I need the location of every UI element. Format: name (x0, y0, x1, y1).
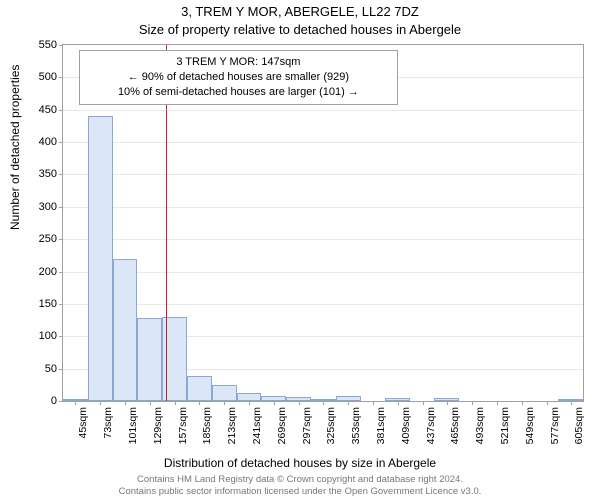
ytick-mark (59, 45, 63, 46)
xtick-mark (224, 401, 225, 405)
ytick-label: 100 (39, 330, 57, 342)
ytick-label: 50 (45, 363, 57, 375)
xtick-label: 325sqm (325, 407, 337, 444)
ytick-mark (59, 207, 63, 208)
gridline (63, 110, 583, 111)
gridline (63, 174, 583, 175)
gridline (63, 207, 583, 208)
xtick-label: 45sqm (77, 407, 89, 439)
xtick-label: 409sqm (400, 407, 412, 444)
histogram-bar (434, 398, 459, 401)
xtick-mark (497, 401, 498, 405)
xtick-mark (472, 401, 473, 405)
ytick-label: 400 (39, 136, 57, 148)
ytick-mark (59, 401, 63, 402)
footer-line-1: Contains HM Land Registry data © Crown c… (0, 474, 600, 486)
ytick-mark (59, 239, 63, 240)
ytick-label: 150 (39, 298, 57, 310)
histogram-bar (311, 399, 336, 401)
xtick-mark (175, 401, 176, 405)
annotation-line: 10% of semi-detached houses are larger (… (88, 85, 390, 100)
xtick-label: 521sqm (499, 407, 511, 444)
ytick-mark (59, 174, 63, 175)
ytick-mark (59, 369, 63, 370)
gridline (63, 304, 583, 305)
xtick-mark (547, 401, 548, 405)
xtick-label: 185sqm (201, 407, 213, 444)
gridline (63, 239, 583, 240)
xtick-mark (447, 401, 448, 405)
ytick-mark (59, 304, 63, 305)
ytick-mark (59, 142, 63, 143)
histogram-bar (286, 397, 311, 401)
ytick-mark (59, 77, 63, 78)
xtick-label: 437sqm (425, 407, 437, 444)
xtick-label: 157sqm (177, 407, 189, 444)
ytick-label: 450 (39, 104, 57, 116)
xtick-mark (249, 401, 250, 405)
histogram-bar (212, 385, 237, 401)
ytick-mark (59, 272, 63, 273)
xtick-label: 269sqm (276, 407, 288, 444)
xtick-mark (323, 401, 324, 405)
xtick-label: 577sqm (549, 407, 561, 444)
footer-line-2: Contains public sector information licen… (0, 486, 600, 498)
xtick-label: 549sqm (524, 407, 536, 444)
histogram-bar (63, 399, 88, 401)
y-axis-label: Number of detached properties (8, 65, 22, 230)
annotation-line: 3 TREM Y MOR: 147sqm (88, 55, 390, 70)
gridline (63, 142, 583, 143)
xtick-label: 493sqm (474, 407, 486, 444)
chart-plot-area: 05010015020025030035040045050055045sqm73… (62, 44, 584, 402)
histogram-bar (137, 318, 162, 401)
xtick-mark (373, 401, 374, 405)
histogram-bar (187, 376, 212, 401)
xtick-mark (150, 401, 151, 405)
footer-attribution: Contains HM Land Registry data © Crown c… (0, 474, 600, 498)
xtick-mark (199, 401, 200, 405)
xtick-mark (75, 401, 76, 405)
gridline (63, 272, 583, 273)
histogram-bar (88, 116, 113, 401)
xtick-mark (348, 401, 349, 405)
xtick-label: 213sqm (226, 407, 238, 444)
ytick-label: 250 (39, 233, 57, 245)
xtick-mark (423, 401, 424, 405)
xtick-label: 101sqm (127, 407, 139, 444)
histogram-bar (113, 259, 138, 401)
page-subtitle: Size of property relative to detached ho… (0, 22, 600, 37)
ytick-label: 350 (39, 168, 57, 180)
histogram-bar (336, 396, 361, 401)
xtick-mark (274, 401, 275, 405)
histogram-bar (237, 393, 262, 401)
xtick-label: 129sqm (152, 407, 164, 444)
annotation-box: 3 TREM Y MOR: 147sqm← 90% of detached ho… (79, 50, 399, 105)
histogram-bar (558, 399, 583, 401)
xtick-label: 297sqm (301, 407, 313, 444)
xtick-label: 241sqm (251, 407, 263, 444)
ytick-label: 300 (39, 201, 57, 213)
ytick-mark (59, 110, 63, 111)
xtick-label: 73sqm (102, 407, 114, 439)
xtick-mark (299, 401, 300, 405)
xtick-mark (571, 401, 572, 405)
histogram-bar (261, 396, 286, 401)
ytick-label: 200 (39, 266, 57, 278)
ytick-mark (59, 336, 63, 337)
xtick-label: 353sqm (350, 407, 362, 444)
page-title: 3, TREM Y MOR, ABERGELE, LL22 7DZ (0, 4, 600, 19)
xtick-label: 605sqm (573, 407, 585, 444)
annotation-line: ← 90% of detached houses are smaller (92… (88, 70, 390, 85)
xtick-label: 381sqm (375, 407, 387, 444)
histogram-bar (385, 398, 410, 401)
ytick-label: 500 (39, 71, 57, 83)
xtick-mark (522, 401, 523, 405)
xtick-mark (125, 401, 126, 405)
xtick-label: 465sqm (449, 407, 461, 444)
ytick-label: 0 (51, 395, 57, 407)
xtick-mark (100, 401, 101, 405)
ytick-label: 550 (39, 39, 57, 51)
x-axis-label: Distribution of detached houses by size … (0, 456, 600, 470)
xtick-mark (398, 401, 399, 405)
